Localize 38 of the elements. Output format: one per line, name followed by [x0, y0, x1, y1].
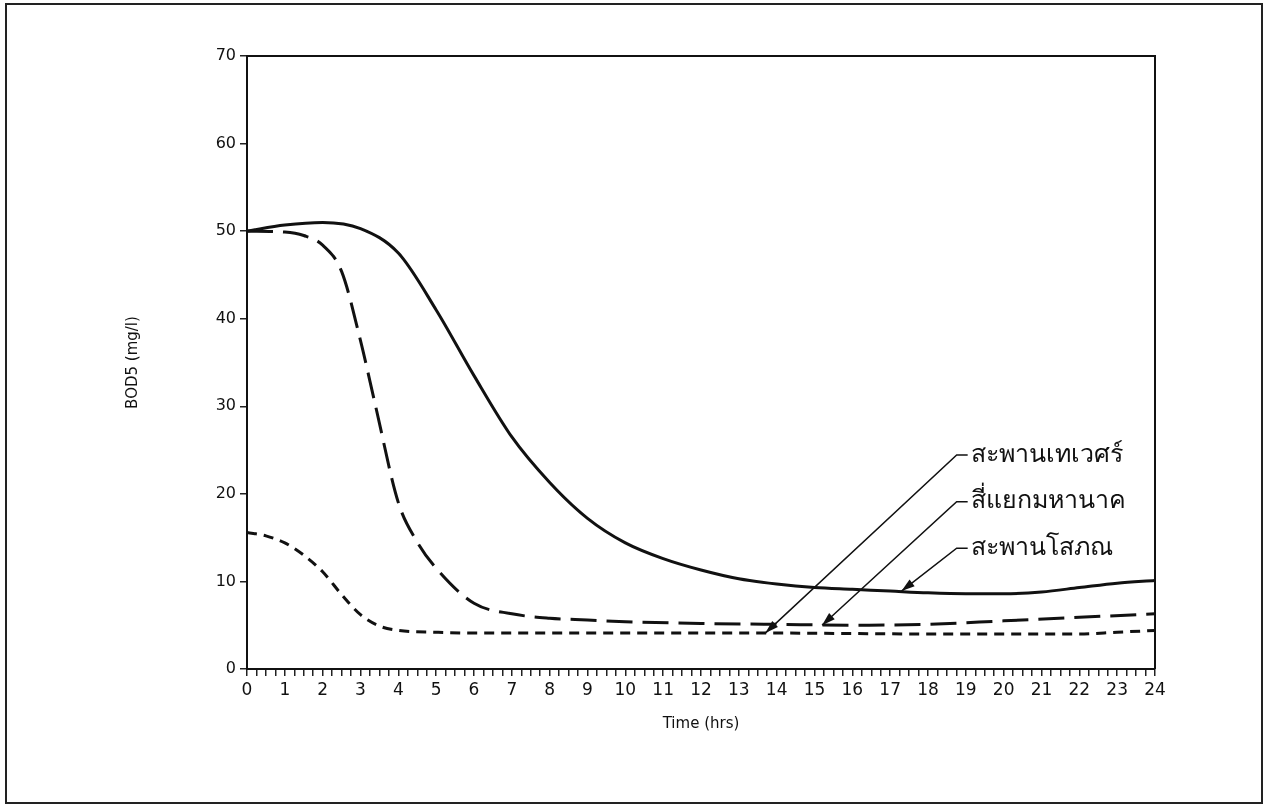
- x-tick-label: 12: [690, 678, 712, 699]
- x-tick-label: 23: [1106, 678, 1128, 699]
- y-tick-label: 10: [215, 570, 236, 590]
- x-tick-label: 8: [544, 678, 556, 699]
- x-tick-label: 3: [355, 678, 366, 699]
- y-tick-label: 30: [215, 395, 236, 415]
- y-tick-label: 40: [215, 307, 236, 327]
- x-tick-label: 24: [1144, 678, 1166, 699]
- x-tick-label: 6: [468, 678, 480, 699]
- y-tick-label: 70: [215, 45, 236, 65]
- x-tick-label: 18: [917, 678, 939, 699]
- x-axis-title: Time (hrs): [661, 713, 740, 732]
- annotation: สะพานเทเวศร์: [970, 438, 1123, 468]
- y-axis-title: BOD5 (mg/l): [122, 316, 141, 409]
- x-tick-label: 14: [765, 678, 788, 699]
- x-tick-label: 16: [841, 678, 864, 699]
- y-tick-label: 60: [215, 132, 236, 152]
- x-tick-label: 20: [992, 678, 1015, 699]
- x-tick-label: 11: [652, 678, 674, 699]
- x-tick-label: 2: [317, 678, 329, 699]
- annotation: สี่แยกมหานาค: [970, 482, 1126, 515]
- x-tick-label: 7: [506, 678, 518, 699]
- y-tick-label: 0: [225, 658, 236, 678]
- x-tick-label: 15: [803, 678, 826, 699]
- x-tick-label: 13: [728, 678, 750, 699]
- y-tick-label: 50: [215, 220, 236, 240]
- x-tick-label: 10: [614, 678, 637, 699]
- x-tick-label: 21: [1030, 678, 1053, 699]
- annotation: สะพานโสภณ: [970, 531, 1113, 561]
- y-tick-label: 20: [215, 483, 236, 503]
- x-tick-label: 9: [582, 678, 593, 699]
- x-tick-label: 4: [392, 678, 404, 699]
- x-tick-label: 5: [430, 678, 442, 699]
- x-tick-label: 19: [955, 678, 977, 699]
- x-tick-label: 22: [1068, 678, 1091, 699]
- x-tick-label: 0: [241, 678, 253, 699]
- x-tick-label: 1: [279, 678, 291, 699]
- x-tick-label: 17: [879, 678, 901, 699]
